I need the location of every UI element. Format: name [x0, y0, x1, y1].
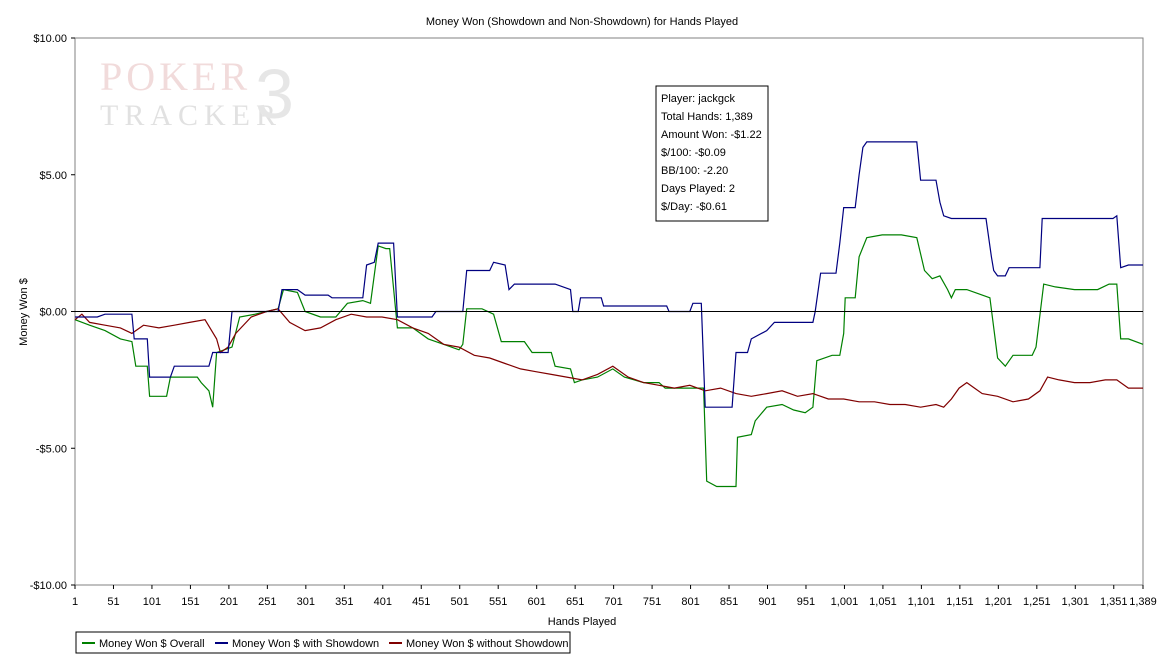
x-tick-label: 501	[451, 596, 469, 608]
x-tick-label: 101	[143, 596, 161, 608]
x-tick-label: 901	[758, 596, 776, 608]
x-tick-label: 1,051	[869, 596, 897, 608]
x-tick-label: 401	[374, 596, 392, 608]
x-tick-label: 1,251	[1023, 596, 1051, 608]
series-no-showdown-line	[74, 308, 1143, 408]
x-tick-label: 951	[797, 596, 815, 608]
x-tick-label: 1,001	[831, 596, 859, 608]
player-stats-box: Player: jackgck Total Hands: 1,389 Amoun…	[655, 85, 769, 222]
legend-label-showdown: Money Won $ with Showdown	[232, 638, 379, 650]
x-axis-ticks: 1 51 101 151 201 251 301 351 401 451 501 551 601 651 7…	[72, 585, 1157, 608]
y-tick-label: $0.00	[39, 307, 67, 319]
y-axis-ticks: $10.00 $5.00 $0.00 -$5.00 -$10.00	[30, 33, 75, 592]
legend-label-overall: Money Won $ Overall	[99, 638, 205, 650]
stat-days-played: Days Played: 2	[661, 183, 735, 195]
x-tick-label: 801	[681, 596, 699, 608]
x-tick-label: 751	[643, 596, 661, 608]
x-tick-label: 601	[527, 596, 545, 608]
x-tick-label: 651	[566, 596, 584, 608]
legend: Money Won $ Overall Money Won $ with Sho…	[75, 631, 571, 654]
legend-label-no-showdown: Money Won $ without Showdown	[406, 638, 568, 650]
x-tick-label: 1,151	[946, 596, 974, 608]
y-tick-label: $10.00	[33, 33, 67, 45]
chart-title: Money Won (Showdown and Non-Showdown) fo…	[426, 16, 738, 28]
x-tick-label: 1,201	[985, 596, 1013, 608]
x-tick-label: 1,101	[908, 596, 936, 608]
svg-text:3: 3	[255, 55, 294, 133]
svg-text:POKER: POKER	[100, 54, 251, 99]
y-tick-label: $5.00	[39, 170, 67, 182]
x-tick-label: 1,351	[1100, 596, 1128, 608]
x-tick-label: 551	[489, 596, 507, 608]
x-tick-label: 251	[258, 596, 276, 608]
x-tick-label: 451	[412, 596, 430, 608]
stat-amount-won: Amount Won: -$1.22	[661, 129, 762, 141]
series-showdown-line	[75, 141, 1143, 408]
series-layer	[74, 141, 1144, 488]
stat-per-100: $/100: -$0.09	[661, 147, 726, 159]
x-tick-label: 301	[297, 596, 315, 608]
y-tick-label: -$10.00	[30, 580, 67, 592]
x-tick-label: 151	[181, 596, 199, 608]
stat-bb-per-100: BB/100: -2.20	[661, 165, 728, 177]
x-tick-label: 51	[107, 596, 119, 608]
x-tick-label: 701	[604, 596, 622, 608]
stat-total-hands: Total Hands: 1,389	[661, 111, 753, 123]
stat-player: Player: jackgck	[661, 93, 735, 105]
stat-per-day: $/Day: -$0.61	[661, 201, 727, 213]
x-tick-label: 851	[720, 596, 738, 608]
svg-text:TRACKER: TRACKER	[100, 99, 282, 132]
pokertracker-watermark: POKER TRACKER 3	[100, 54, 294, 133]
y-axis-label: Money Won $	[18, 278, 30, 346]
x-tick-label: 351	[335, 596, 353, 608]
y-tick-label: -$5.00	[36, 443, 67, 455]
series-overall-line	[74, 234, 1144, 488]
x-tick-label: 201	[220, 596, 238, 608]
x-axis-label: Hands Played	[548, 616, 617, 628]
x-tick-label: 1	[72, 596, 78, 608]
x-tick-label: 1,389	[1129, 596, 1157, 608]
x-tick-label: 1,301	[1062, 596, 1090, 608]
